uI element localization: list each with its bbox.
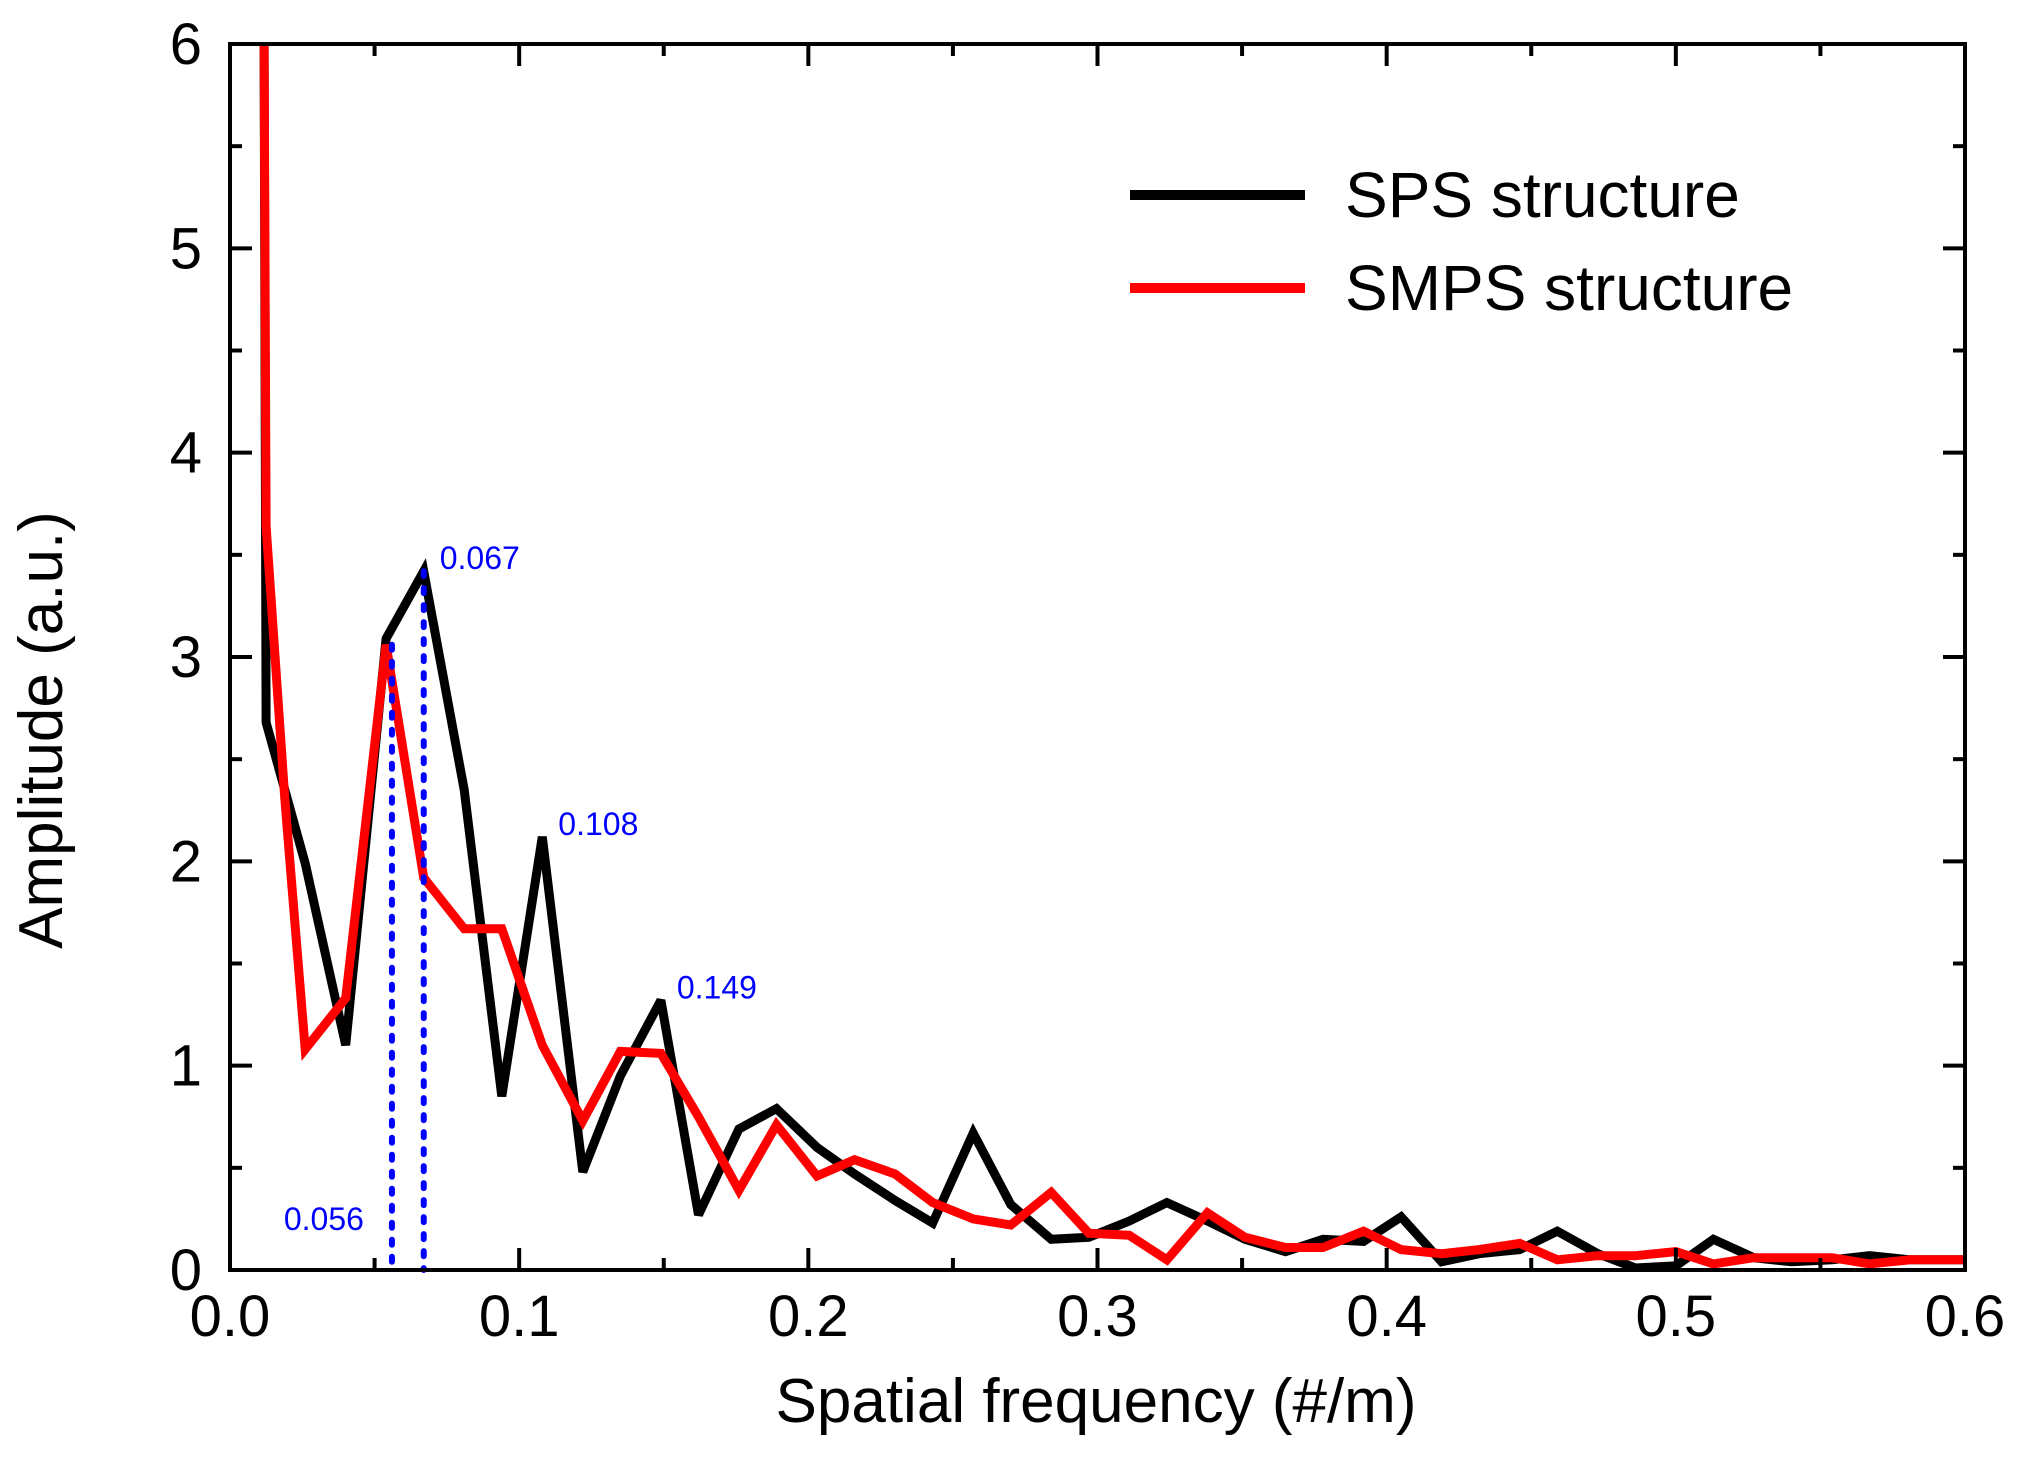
y-tick-label: 4 — [170, 421, 202, 486]
x-tick-label: 0.1 — [479, 1284, 560, 1349]
x-tick-label: 0.5 — [1636, 1284, 1717, 1349]
series-layer — [259, 44, 1965, 1270]
x-tick-label: 0.6 — [1925, 1284, 2006, 1349]
x-tick-label: 0.0 — [190, 1284, 271, 1349]
y-tick-label: 0 — [170, 1238, 202, 1303]
x-tick-label: 0.4 — [1346, 1284, 1427, 1349]
series-line-smps — [259, 44, 1965, 1269]
annotation-layer: 0.056 0.067 0.108 0.149 — [284, 540, 757, 1273]
annotation-label-0.056: 0.056 — [284, 1201, 364, 1237]
legend: SPS structure SMPS structure — [1130, 159, 1793, 324]
y-tick-label: 1 — [170, 1034, 202, 1099]
legend-label-sps: SPS structure — [1345, 159, 1740, 231]
annotation-label-0.067: 0.067 — [440, 540, 520, 576]
y-axis-title: Amplitude (a.u.) — [7, 511, 76, 949]
legend-label-smps: SMPS structure — [1345, 252, 1793, 324]
y-tick-label: 3 — [170, 625, 202, 690]
x-tick-label: 0.2 — [768, 1284, 849, 1349]
x-axis-title: Spatial frequency (#/m) — [776, 1367, 1417, 1436]
annotation-label-0.108: 0.108 — [558, 806, 638, 842]
tick-layer: 0.0 0.1 0.2 0.3 0.4 0.5 0.6 0 1 2 3 4 5 6 — [170, 12, 2006, 1349]
y-tick-label: 5 — [170, 216, 202, 281]
y-tick-label: 2 — [170, 829, 202, 894]
x-tick-label: 0.3 — [1057, 1284, 1138, 1349]
y-tick-label: 6 — [170, 12, 202, 77]
annotation-label-0.149: 0.149 — [677, 969, 757, 1005]
